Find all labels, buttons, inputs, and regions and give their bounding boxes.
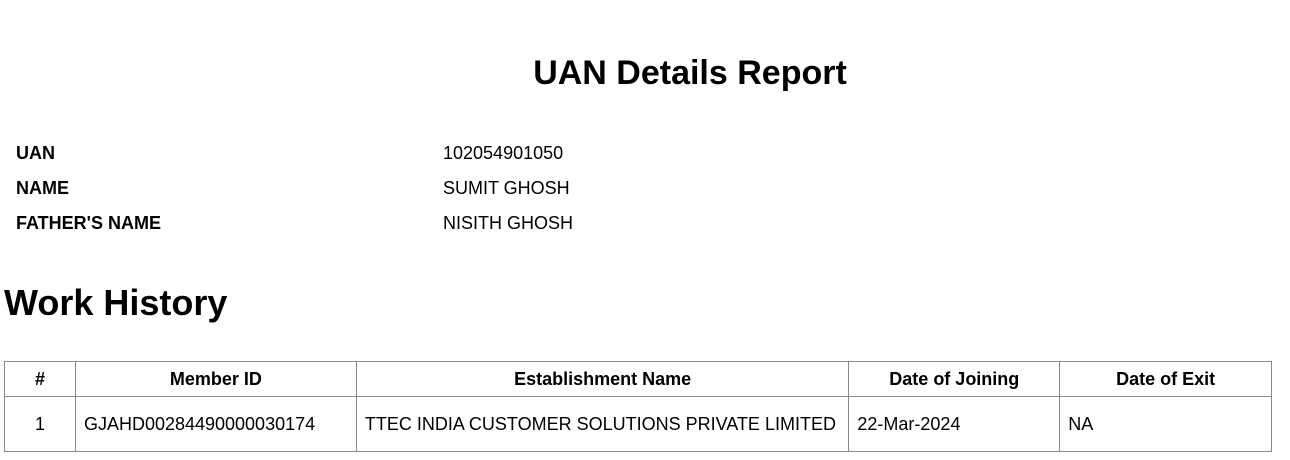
column-header-establishment-name: Establishment Name xyxy=(355,361,850,397)
column-header-date-of-joining: Date of Joining xyxy=(848,361,1061,397)
name-value: SUMIT GHOSH xyxy=(443,178,570,198)
father-name-label: FATHER'S NAME xyxy=(16,213,161,233)
work-history-heading: Work History xyxy=(4,282,228,323)
uan-value: 102054901050 xyxy=(443,143,564,163)
father-name-value: NISITH GHOSH xyxy=(443,213,574,233)
column-header-date-of-exit: Date of Exit xyxy=(1059,361,1272,397)
table-row: 1 GJAHD00284490000030174 TTEC INDIA CUST… xyxy=(4,396,1272,452)
table-header-row: # Member ID Establishment Name Date of J… xyxy=(4,361,1272,397)
name-label: NAME xyxy=(16,178,69,198)
column-header-member-id: Member ID xyxy=(74,361,357,397)
work-history-table: # Member ID Establishment Name Date of J… xyxy=(4,361,1272,452)
cell-establishment-name: TTEC INDIA CUSTOMER SOLUTIONS PRIVATE LI… xyxy=(355,396,850,452)
page-title: UAN Details Report xyxy=(533,54,847,92)
uan-label: UAN xyxy=(16,143,55,163)
column-header-index: # xyxy=(4,361,76,397)
cell-index: 1 xyxy=(4,396,76,452)
cell-date-of-joining: 22-Mar-2024 xyxy=(848,396,1061,452)
cell-member-id: GJAHD00284490000030174 xyxy=(74,396,357,452)
cell-date-of-exit: NA xyxy=(1059,396,1272,452)
